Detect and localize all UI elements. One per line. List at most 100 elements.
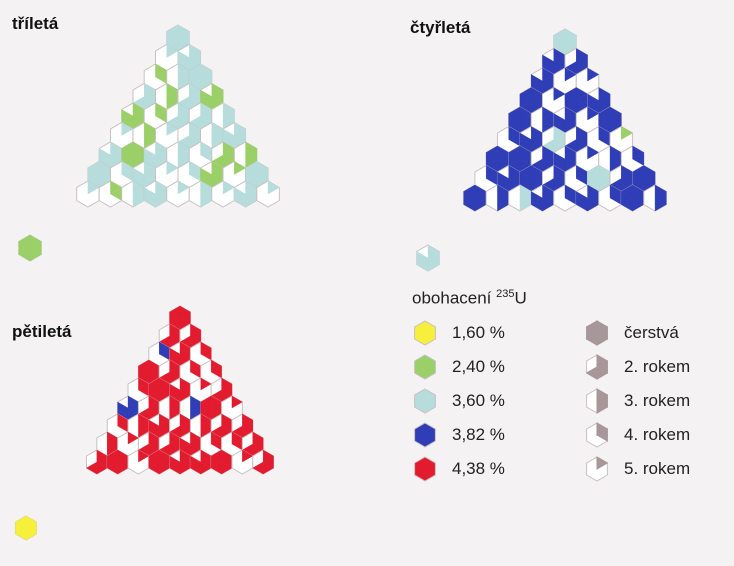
enrichment-legend-label: 2,40 % (452, 357, 505, 376)
five-year-core-assembly-segment (127, 431, 139, 445)
four-year-core-assembly-segment (587, 67, 600, 82)
five-year-core-assembly-segment (200, 395, 212, 409)
assembly-age-hex-icon (586, 456, 609, 482)
five-year-fresh-assembly-segment (15, 515, 27, 529)
assembly-age-legend-label: čerstvá (624, 323, 679, 342)
enrichment-legend-heading: obohacení 235U (412, 288, 527, 308)
four-year-core-assembly-segment (508, 145, 521, 160)
four-year-core-assembly-segment (621, 126, 633, 140)
four-year-core-assembly-segment (531, 191, 543, 205)
three-year-core-assembly-segment (121, 122, 134, 136)
five-year-core-assembly-segment (106, 449, 118, 463)
enrichment-legend-item: 3,60 % (412, 386, 505, 416)
three-year-core-assembly-segment (98, 148, 111, 162)
four-year-core-assembly-segment (463, 184, 476, 199)
five-year-core-assembly-segment (210, 449, 222, 463)
four-year-core-assembly-segment (632, 165, 645, 179)
three-year-core-assembly-segment (177, 50, 190, 65)
four-year-core-assembly-segment (598, 106, 611, 121)
enrichment-legend-item: 1,60 % (412, 318, 505, 348)
three-year-core-assembly-segment (234, 187, 246, 201)
five-year-core (85, 305, 275, 475)
three-year-core-assembly-segment (267, 180, 280, 195)
enrichment-legend-item: 3,82 % (412, 420, 505, 450)
three-year-core-assembly-segment (87, 161, 100, 175)
four-year-core-assembly-segment (587, 145, 600, 160)
five-year-core-assembly-segment (200, 377, 212, 391)
five-year-core-assembly-segment (138, 449, 150, 463)
assembly-age-hex-segment (596, 400, 609, 414)
five-year-core-assembly-segment (138, 359, 150, 373)
assembly-age-hex-segment (585, 320, 598, 334)
four-year-core-assembly-segment (553, 87, 566, 101)
five-year-core-assembly-segment (242, 449, 254, 463)
assembly-age-legend-label: 2. rokem (624, 357, 691, 376)
four-year-core-assembly-segment (654, 197, 667, 212)
five-year-core-assembly-segment (148, 449, 160, 463)
three-year-core-assembly-segment (144, 148, 156, 162)
three-year-core-assembly-segment (87, 180, 100, 195)
four-year-core-assembly-segment (542, 54, 555, 69)
enrichment-swatch-fill (414, 320, 436, 346)
three-year-core-assembly-segment (144, 187, 156, 201)
enrichment-legend-item: 4,38 % (412, 454, 505, 484)
enrichment-legend-label: 3,60 % (452, 391, 505, 410)
four-year-core-assembly-segment (553, 28, 566, 43)
enrichment-swatch-fill (414, 456, 436, 482)
five-year-core-assembly-segment (190, 455, 202, 469)
four-year-core-assembly-segment (553, 113, 566, 127)
assembly-age-legend-item: čerstvá (584, 318, 679, 348)
five-year-core-assembly-segment (148, 377, 160, 391)
assembly-age-hex-segment (585, 366, 598, 380)
four-year-core-assembly-segment (519, 197, 532, 212)
three-year-core-assembly-segment (200, 89, 213, 104)
enrichment-swatch-fill (414, 388, 436, 414)
assembly-age-legend-item: 5. rokem (584, 454, 690, 484)
four-year-core-assembly-segment (497, 171, 510, 186)
four-year-core (463, 28, 667, 212)
four-year-core-assembly-segment (519, 165, 532, 179)
four-year-corner-assembly-segment (416, 251, 429, 265)
four-year-core-assembly-segment (519, 87, 532, 101)
three-year-core-assembly-segment (121, 141, 134, 156)
assembly-age-hex-icon (586, 422, 609, 448)
five-year-core-assembly-segment (169, 347, 181, 361)
enrichment-swatch-hex-icon (414, 388, 436, 414)
peripheral-assemblies (15, 234, 440, 541)
five-year-core-assembly-segment (117, 401, 129, 415)
four-year-core-assembly-segment (497, 197, 510, 212)
enrichment-legend-label: 1,60 % (452, 323, 505, 342)
four-year-core-assembly-segment (564, 87, 577, 101)
assembly-age-legend-item: 3. rokem (584, 386, 690, 416)
five-year-core-assembly-segment (169, 455, 181, 469)
enrichment-swatch-hex-icon (414, 422, 436, 448)
assembly-age-hex-segment (596, 456, 609, 470)
enrichment-legend-item: 2,40 % (412, 352, 505, 382)
five-year-core-assembly-segment (252, 461, 264, 475)
five-year-core-assembly-segment (200, 347, 212, 361)
three-year-core-assembly-segment (245, 161, 258, 175)
enrichment-swatch-hex-icon (414, 456, 436, 482)
three-year-core-assembly-segment (166, 44, 179, 58)
assembly-age-hex-icon (585, 354, 609, 380)
assembly-age-legend-label: 4. rokem (624, 425, 691, 444)
four-year-core-assembly-segment (587, 93, 600, 108)
three-year-core-assembly-segment (177, 180, 190, 195)
three-year-corner-assembly-segment (18, 234, 31, 249)
enrichment-legend-label: 4,38 % (452, 459, 505, 478)
three-year-core-assembly-segment (166, 122, 179, 136)
enrichment-swatch-fill (414, 422, 436, 448)
three-year-core-assembly-segment (188, 63, 201, 78)
five-year-core-assembly-segment (179, 437, 191, 451)
five-year-core-assembly-segment (169, 305, 181, 319)
three-year-panel-title: tříletá (12, 14, 59, 33)
four-year-core-assembly-segment (576, 191, 588, 205)
four-year-core-assembly-segment (485, 145, 498, 160)
five-year-core-assembly-segment (169, 383, 181, 397)
four-year-core-assembly-segment (587, 165, 599, 179)
three-year-core (76, 24, 280, 208)
three-year-core-assembly-segment (166, 24, 179, 39)
four-year-core-assembly-segment (632, 152, 645, 166)
assembly-age-hex-segment (595, 428, 608, 442)
